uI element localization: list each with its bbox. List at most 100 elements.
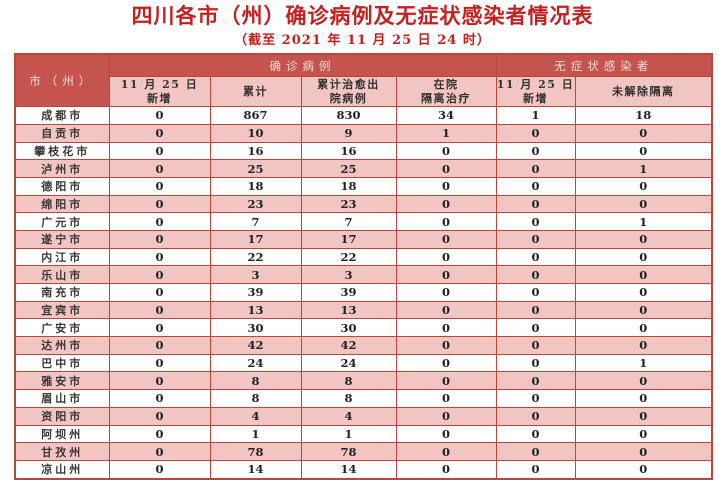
value-cell: 25 [209, 159, 302, 178]
value-cell: 23 [300, 194, 397, 214]
value-cell: 8 [300, 389, 397, 408]
value-cell: 0 [574, 141, 713, 161]
value-cell: 0 [495, 194, 576, 214]
value-cell: 42 [209, 336, 302, 355]
table-row: 广元市 0 7 7 0 0 1 [14, 212, 713, 231]
value-cell: 10 [209, 123, 302, 143]
value-cell: 30 [300, 318, 397, 338]
value-cell: 0 [495, 159, 576, 178]
value-cell: 0 [395, 141, 497, 161]
value-cell: 0 [495, 300, 576, 320]
city-cell: 遂宁市 [14, 229, 110, 249]
value-cell: 0 [395, 459, 497, 480]
value-cell: 0 [574, 406, 713, 426]
value-cell: 0 [108, 283, 211, 302]
city-cell: 广安市 [14, 318, 110, 338]
value-cell: 0 [574, 265, 713, 285]
value-cell: 0 [108, 424, 211, 444]
sub-header-row: 11 月 25 日 新增 累计 累计治愈出 院病例 在院 隔离治疗 11 月 2… [15, 76, 713, 108]
city-cell: 内江市 [14, 247, 110, 267]
cases-table: 市（州） 确诊病例 无症状感染者 11 月 25 日 新增 累计 累计治愈出 院… [14, 53, 713, 480]
value-cell: 0 [395, 336, 497, 355]
value-cell: 18 [574, 106, 713, 125]
city-cell: 凉山州 [14, 459, 110, 480]
city-cell: 攀枝花市 [14, 141, 110, 161]
city-cell: 绵阳市 [14, 194, 110, 214]
value-cell: 0 [574, 229, 713, 249]
value-cell: 0 [108, 176, 211, 196]
value-cell: 0 [574, 424, 713, 444]
value-cell: 0 [495, 141, 576, 161]
city-cell: 资阳市 [14, 406, 110, 426]
subheader-new-asymptomatic: 11 月 25 日 新增 [495, 76, 576, 108]
value-cell: 0 [574, 123, 713, 143]
value-cell: 1 [395, 123, 497, 143]
value-cell: 8 [209, 389, 302, 408]
value-cell: 0 [495, 406, 576, 426]
value-cell: 0 [395, 283, 497, 302]
table-row: 巴中市 0 24 24 0 0 1 [14, 353, 713, 373]
value-cell: 0 [495, 459, 576, 480]
table-row: 眉山市 0 8 8 0 0 0 [14, 389, 713, 408]
value-cell: 0 [395, 176, 497, 196]
value-cell: 0 [495, 389, 576, 408]
value-cell: 0 [108, 141, 211, 161]
value-cell: 0 [108, 123, 211, 143]
value-cell: 18 [300, 176, 397, 196]
table-row: 泸州市 0 25 25 0 0 1 [14, 159, 713, 178]
city-cell: 宜宾市 [14, 300, 110, 320]
value-cell: 1 [495, 106, 576, 125]
value-cell: 0 [495, 424, 576, 444]
group-header-confirmed: 确诊病例 [108, 53, 497, 78]
value-cell: 0 [395, 159, 497, 178]
value-cell: 0 [108, 194, 211, 214]
table-row: 遂宁市 0 17 17 0 0 0 [14, 229, 713, 249]
value-cell: 17 [209, 229, 302, 249]
value-cell: 0 [495, 265, 576, 285]
value-cell: 0 [495, 318, 576, 338]
value-cell: 0 [495, 371, 576, 391]
subheader-new-confirmed: 11 月 25 日 新增 [108, 76, 211, 108]
value-cell: 0 [495, 176, 576, 196]
value-cell: 18 [209, 176, 302, 196]
value-cell: 0 [108, 459, 211, 480]
value-cell: 0 [395, 389, 497, 408]
value-cell: 0 [395, 247, 497, 267]
value-cell: 16 [209, 141, 302, 161]
table-body: 成都市 0 867 830 34 1 18 自贡市 0 10 9 1 0 0 攀枝花市 0 16 16 0 0 0 泸州市… [14, 106, 713, 480]
value-cell: 830 [300, 106, 397, 125]
subheader-cured: 累计治愈出 院病例 [300, 76, 397, 108]
value-cell: 4 [209, 406, 302, 426]
value-cell: 0 [574, 442, 713, 461]
table-row: 资阳市 0 4 4 0 0 0 [14, 406, 713, 426]
value-cell: 0 [108, 300, 211, 320]
value-cell: 0 [574, 247, 713, 267]
value-cell: 0 [108, 318, 211, 338]
city-cell: 阿坝州 [14, 424, 110, 444]
value-cell: 22 [209, 247, 302, 267]
page-subtitle: （截至 2021 年 11 月 25 日 24 时） [234, 33, 491, 49]
subheader-in-hospital: 在院 隔离治疗 [395, 76, 497, 108]
city-cell: 德阳市 [14, 176, 110, 196]
value-cell: 867 [209, 106, 302, 125]
table-row: 阿坝州 0 1 1 0 0 0 [14, 424, 713, 444]
corner-header-city: 市（州） [14, 53, 110, 108]
value-cell: 0 [495, 336, 576, 355]
city-cell: 成都市 [14, 106, 110, 125]
table-row: 自贡市 0 10 9 1 0 0 [14, 123, 713, 143]
city-cell: 泸州市 [14, 159, 110, 178]
value-cell: 0 [495, 353, 576, 373]
value-cell: 0 [108, 336, 211, 355]
value-cell: 0 [395, 318, 497, 338]
city-cell: 达州市 [14, 336, 110, 355]
city-cell: 甘孜州 [14, 442, 110, 461]
value-cell: 0 [574, 389, 713, 408]
value-cell: 0 [495, 123, 576, 143]
value-cell: 0 [395, 424, 497, 444]
value-cell: 0 [108, 389, 211, 408]
value-cell: 0 [574, 194, 713, 214]
table-row: 成都市 0 867 830 34 1 18 [14, 106, 713, 125]
value-cell: 0 [495, 212, 576, 231]
page-title: 四川各市（州）确诊病例及无症状感染者情况表 [131, 3, 594, 28]
city-cell: 眉山市 [14, 389, 110, 408]
